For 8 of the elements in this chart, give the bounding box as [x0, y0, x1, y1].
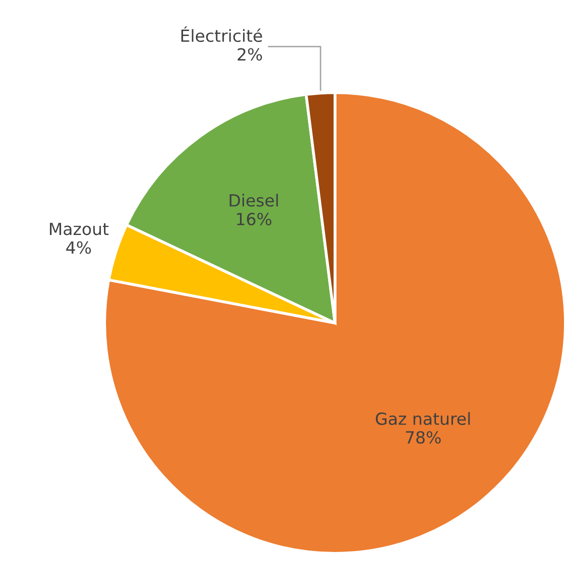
- slice-label: Électricité: [181, 26, 262, 42]
- data-label: 78%: [406, 431, 441, 444]
- data-label: 16%: [237, 212, 272, 226]
- data-label: 2%: [238, 48, 262, 61]
- data-label: 4%: [66, 241, 91, 254]
- slice-label: Gaz naturel: [376, 412, 470, 426]
- slice-label: Diesel: [230, 194, 278, 207]
- slice-label: Mazout: [50, 222, 109, 236]
